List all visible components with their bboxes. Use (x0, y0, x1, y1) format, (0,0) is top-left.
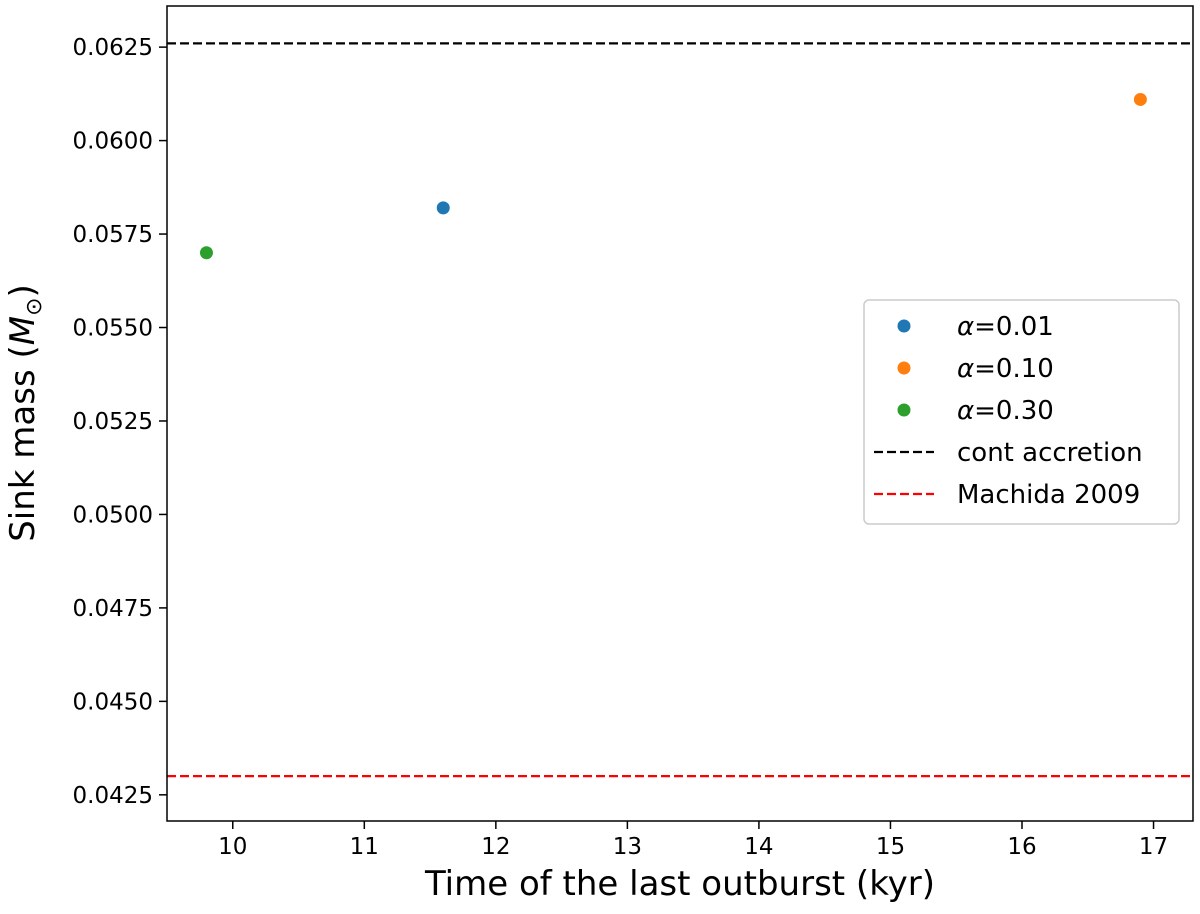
y-tick-label: 0.0600 (73, 129, 153, 155)
y-tick-label: 0.0450 (73, 689, 153, 715)
y-tick-label: 0.0525 (73, 409, 153, 435)
x-tick-label: 13 (613, 834, 642, 860)
legend-label: Machida 2009 (957, 480, 1140, 510)
x-axis-title: Time of the last outburst (kyr) (424, 864, 935, 904)
x-tick-label: 11 (350, 834, 379, 860)
plot-frame (166, 5, 1194, 822)
axes: 10 11 12 13 14 15 16 17 0.0425 0.0450 0.0475 0.0500… (73, 5, 1194, 860)
y-tick-label: 0.0500 (73, 502, 153, 528)
x-tick-label: 15 (876, 834, 905, 860)
x-tick-label: 12 (481, 834, 510, 860)
legend: α=0.01 α=0.10 α=0.30 cont accretion Machida … (863, 299, 1180, 525)
x-tick-label: 17 (1139, 834, 1168, 860)
data-point-1 (1133, 92, 1147, 106)
x-tick-label: 10 (218, 834, 247, 860)
legend-box (863, 299, 1180, 525)
y-axis-title: Sink mass (M⊙) (3, 284, 47, 542)
legend-marker (897, 319, 911, 333)
y-tick-label: 0.0625 (73, 35, 153, 61)
x-tick-label: 16 (1007, 834, 1036, 860)
y-tick-label: 0.0575 (73, 222, 153, 248)
legend-label: α=0.10 (957, 354, 1054, 384)
legend-marker (897, 361, 911, 375)
legend-label: α=0.01 (957, 312, 1054, 342)
data-point-0 (436, 201, 450, 215)
y-tick-label: 0.0475 (73, 596, 153, 622)
y-tick-label: 0.0550 (73, 316, 153, 342)
legend-label: cont accretion (957, 438, 1143, 468)
legend-label: α=0.30 (957, 396, 1054, 426)
data-point-2 (199, 246, 213, 260)
x-tick-label: 14 (744, 834, 773, 860)
plot-area (167, 42, 1193, 778)
legend-marker (897, 403, 911, 417)
y-tick-label: 0.0425 (73, 783, 153, 809)
